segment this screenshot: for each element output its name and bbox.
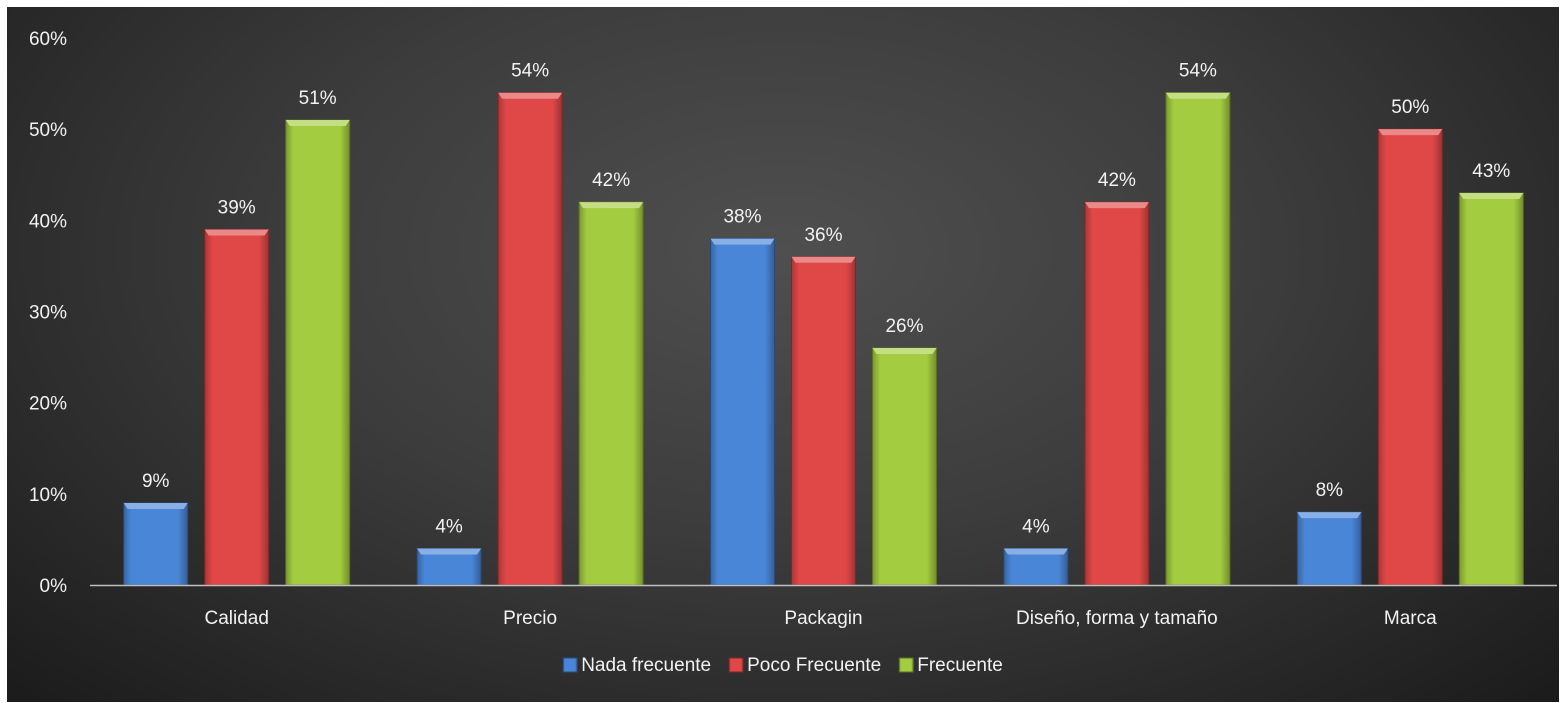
bar-chart: 0% 10% 20% 30% 40% 50% 60% 9% 39% 51% 4% 54% 42% 38%… xyxy=(29,29,1557,676)
bar-poco-frecuente-calidad xyxy=(204,228,270,586)
bar-body xyxy=(710,238,775,586)
data-label: 54% xyxy=(511,61,549,82)
data-label: 42% xyxy=(592,170,630,191)
legend-label: Frecuente xyxy=(917,655,1003,676)
y-tick-label: 40% xyxy=(29,211,67,232)
bar-nada-frecuente-packagin xyxy=(710,238,775,586)
data-label: 4% xyxy=(1022,517,1050,538)
bar-bevel xyxy=(872,347,937,354)
y-tick-label: 30% xyxy=(29,303,67,324)
data-label: 36% xyxy=(804,225,842,246)
bar-bevel xyxy=(204,229,269,236)
bar-body xyxy=(791,256,856,586)
bar-poco-frecuente-precio xyxy=(497,92,563,586)
chart-area: 0% 10% 20% 30% 40% 50% 60% 9% 39% 51% 4% 54% 42% 38%… xyxy=(7,7,1559,702)
legend-label: Nada frecuente xyxy=(581,655,711,676)
x-axis: Calidad Precio Packagin Diseño, forma y tam… xyxy=(204,608,1437,629)
y-tick-label: 0% xyxy=(40,576,68,597)
bar-bevel xyxy=(417,548,482,555)
data-label: 43% xyxy=(1472,161,1510,182)
x-tick-label: Calidad xyxy=(204,608,268,629)
x-tick-label: Precio xyxy=(503,608,557,629)
y-tick-label: 50% xyxy=(29,120,67,141)
data-label: 42% xyxy=(1098,170,1136,191)
data-label: 38% xyxy=(723,207,761,228)
bar-bevel xyxy=(791,256,856,263)
data-label: 51% xyxy=(299,88,337,109)
bar-bevel xyxy=(1084,202,1149,209)
bar-body xyxy=(578,201,644,586)
bar-body xyxy=(285,119,351,586)
data-label: 26% xyxy=(885,316,923,337)
bar-nada-frecuente-diseno-forma-y-tamano xyxy=(1003,548,1069,586)
legend-swatch xyxy=(562,657,578,673)
y-axis: 0% 10% 20% 30% 40% 50% 60% xyxy=(29,29,67,597)
bar-body xyxy=(1165,92,1231,586)
bar-bevel xyxy=(285,120,350,127)
bar-bevel xyxy=(579,202,644,209)
bar-poco-frecuente-diseno-forma-y-tamano xyxy=(1084,201,1150,586)
bar-bevel xyxy=(1459,192,1524,199)
bar-bevel xyxy=(123,502,188,509)
bar-nada-frecuente-marca xyxy=(1296,511,1362,586)
legend-item-poco-frecuente: Poco Frecuente xyxy=(728,655,881,676)
legend-swatch xyxy=(898,657,914,673)
x-tick-label: Diseño, forma y tamaño xyxy=(1016,608,1218,629)
bar-body xyxy=(204,228,270,586)
bar-bevel xyxy=(1378,129,1443,136)
bar-nada-frecuente-precio xyxy=(416,548,482,586)
data-label: 50% xyxy=(1391,97,1429,118)
bar-bevel xyxy=(1297,512,1362,519)
bar-frecuente-diseno-forma-y-tamano xyxy=(1165,92,1231,586)
bar-poco-frecuente-packagin xyxy=(791,256,856,586)
x-tick-label: Packagin xyxy=(784,608,862,629)
legend-item-frecuente: Frecuente xyxy=(898,655,1003,676)
data-label: 8% xyxy=(1316,480,1344,501)
bar-poco-frecuente-marca xyxy=(1377,128,1443,586)
data-label: 4% xyxy=(435,517,463,538)
bar-frecuente-calidad xyxy=(285,119,351,586)
data-label: 54% xyxy=(1179,61,1217,82)
y-tick-label: 10% xyxy=(29,485,67,506)
bar-body xyxy=(1296,511,1362,586)
y-tick-label: 60% xyxy=(29,29,67,50)
data-labels: 9% 39% 51% 4% 54% 42% 38% 36% 26% 4% 42% 54% 8% 50% 43… xyxy=(142,61,1510,538)
bar-body xyxy=(497,92,563,586)
data-label: 9% xyxy=(142,471,170,492)
legend: Nada frecuente Poco Frecuente Frecuente xyxy=(562,655,1003,676)
bar-body xyxy=(1084,201,1150,586)
legend-item-nada-frecuente: Nada frecuente xyxy=(562,655,711,676)
bar-frecuente-precio xyxy=(578,201,644,586)
legend-label: Poco Frecuente xyxy=(747,655,881,676)
legend-swatch xyxy=(728,657,744,673)
bar-body xyxy=(123,502,189,586)
bars xyxy=(123,92,1524,586)
bar-frecuente-marca xyxy=(1458,192,1524,586)
bar-nada-frecuente-calidad xyxy=(123,502,189,586)
bar-body xyxy=(416,548,482,586)
bar-bevel xyxy=(710,238,775,245)
data-label: 39% xyxy=(218,197,256,218)
bar-bevel xyxy=(1003,548,1068,555)
y-tick-label: 20% xyxy=(29,394,67,415)
bar-bevel xyxy=(1165,92,1230,99)
bar-body xyxy=(1458,192,1524,586)
bar-bevel xyxy=(498,92,563,99)
bar-frecuente-packagin xyxy=(872,347,937,586)
bar-body xyxy=(872,347,937,586)
x-tick-label: Marca xyxy=(1384,608,1437,629)
bar-body xyxy=(1377,128,1443,586)
bar-body xyxy=(1003,548,1069,586)
